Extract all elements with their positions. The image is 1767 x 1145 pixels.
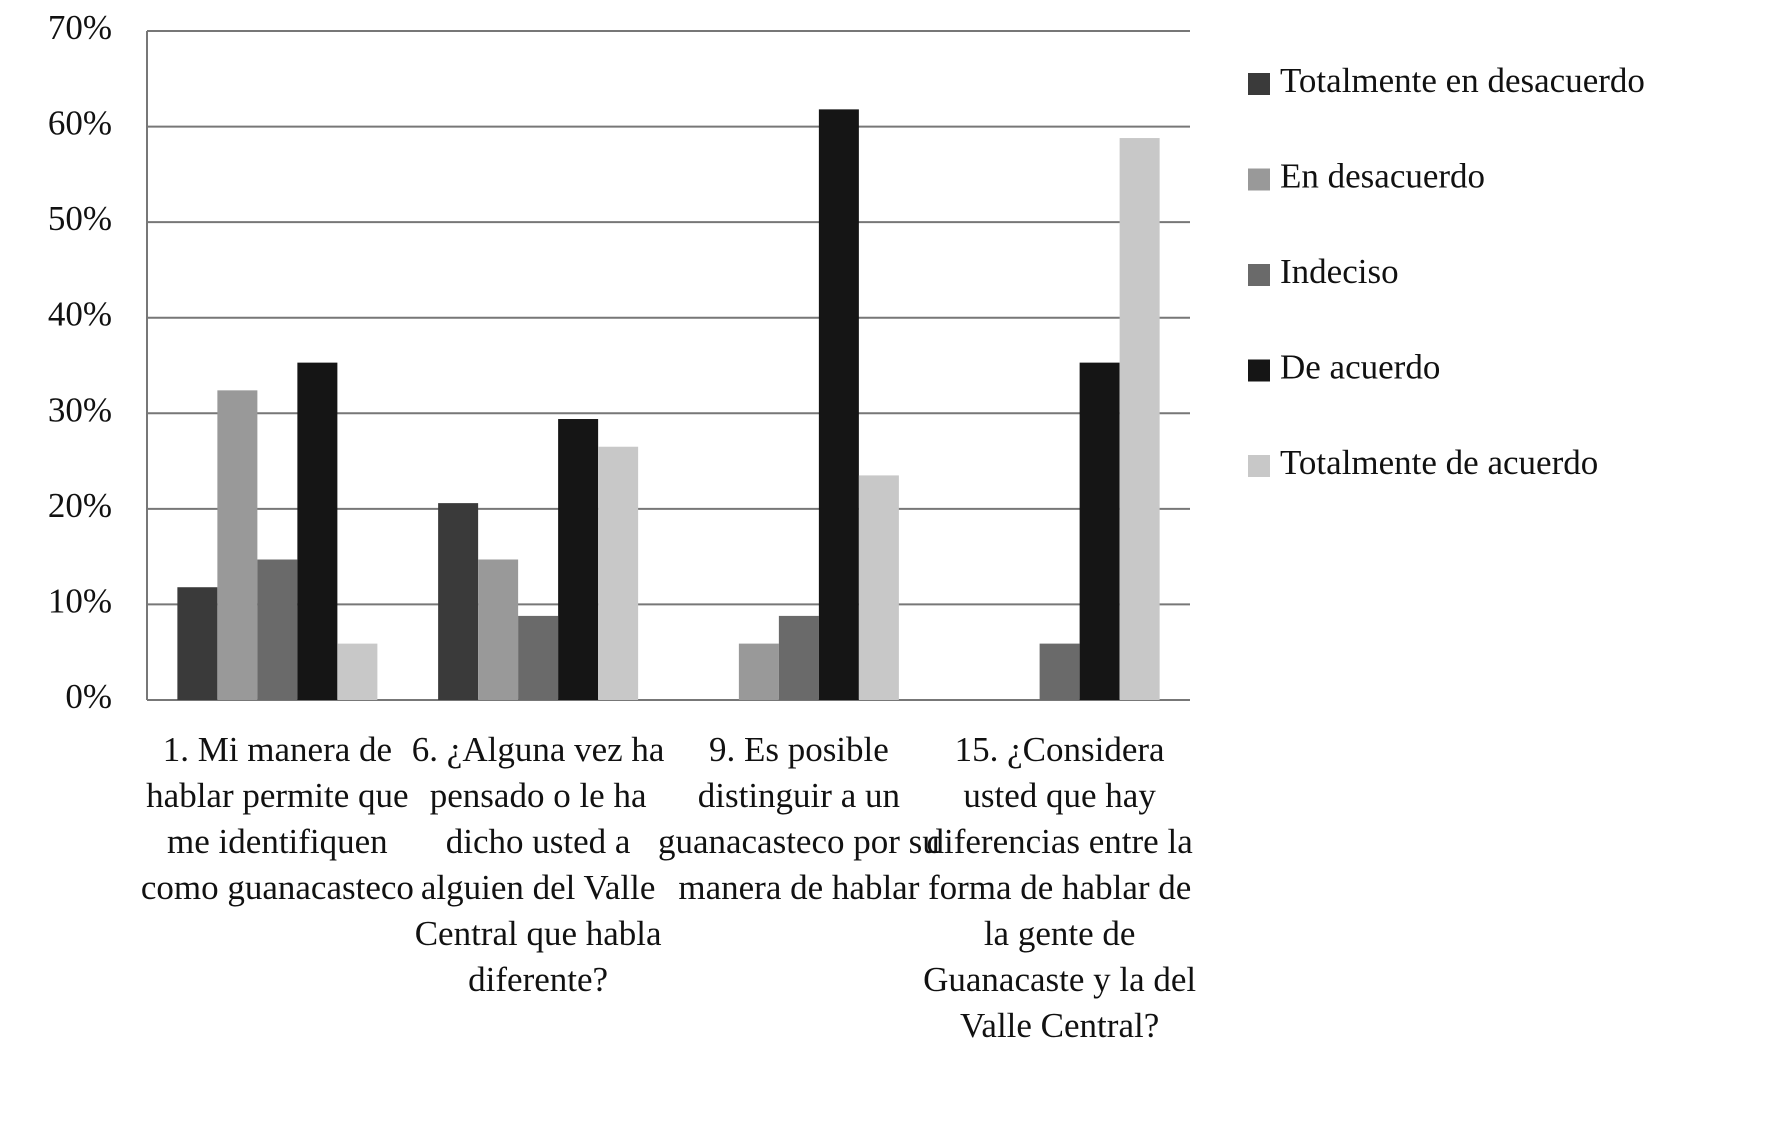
legend-label: Totalmente en desacuerdo xyxy=(1280,61,1645,100)
bar xyxy=(257,559,298,700)
legend-label: En desacuerdo xyxy=(1280,157,1485,196)
y-tick-label: 10% xyxy=(48,581,112,620)
y-tick-label: 20% xyxy=(48,486,112,525)
bar xyxy=(337,643,378,700)
bar xyxy=(297,362,338,700)
x-tick-label: 1. Mi manera de hablar permite que me id… xyxy=(140,730,414,907)
legend-label: De acuerdo xyxy=(1280,348,1440,387)
bar xyxy=(1079,362,1120,700)
bar xyxy=(1039,643,1080,700)
legend-label: Totalmente de acuerdo xyxy=(1280,443,1598,482)
bar xyxy=(1119,138,1160,701)
bar xyxy=(438,503,479,700)
legend-swatch xyxy=(1248,455,1270,477)
bar xyxy=(478,559,519,700)
bar xyxy=(858,475,899,700)
y-tick-label: 0% xyxy=(65,677,112,716)
y-tick-label: 60% xyxy=(48,104,112,143)
bar xyxy=(738,643,779,700)
legend-swatch xyxy=(1248,264,1270,286)
x-tick-label: 15. ¿Considera usted que hay diferencias… xyxy=(923,730,1197,1045)
bar xyxy=(217,390,258,700)
legend-swatch xyxy=(1248,168,1270,191)
x-tick-label: 6. ¿Alguna vez ha pensado o le ha dicho … xyxy=(411,730,665,999)
bar xyxy=(778,615,819,700)
bar xyxy=(518,615,559,700)
bar xyxy=(818,109,859,700)
x-tick-label: 9. Es posible distinguir a un guanacaste… xyxy=(657,730,940,907)
y-tick-label: 70% xyxy=(48,8,112,47)
legend-swatch xyxy=(1248,73,1270,95)
legend-swatch xyxy=(1248,359,1270,382)
y-tick-label: 50% xyxy=(48,199,112,238)
y-tick-label: 40% xyxy=(48,295,112,334)
bar xyxy=(558,419,599,700)
legend-label: Indeciso xyxy=(1280,252,1399,291)
bar xyxy=(598,446,639,700)
bar xyxy=(177,587,218,700)
y-tick-label: 30% xyxy=(48,390,112,429)
